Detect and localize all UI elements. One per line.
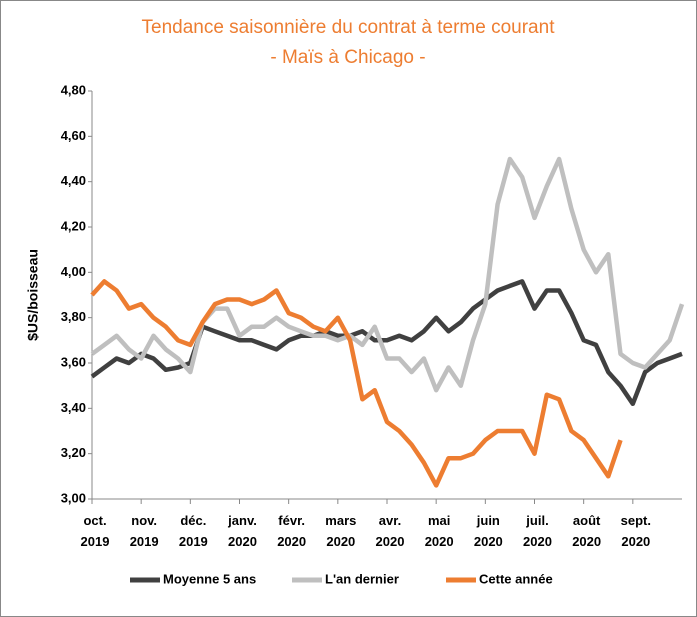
x-tick-label: nov. 2019 [129,513,159,549]
x-tick-label: avr. 2020 [375,513,405,549]
x-tick-label: févr. 2020 [277,513,307,549]
x-tick-label: juil. 2020 [523,513,552,549]
x-tick-label: mars 2020 [325,513,357,549]
y-tick-label: 3,00 [61,490,86,505]
y-axis-label: $US/boisseau [25,249,41,341]
y-tick-label: 3,80 [61,309,86,324]
chart-title: Tendance saisonnière du contrat à terme … [142,17,556,38]
x-tick-label: janv. 2020 [228,513,257,549]
x-tick-label: oct. 2019 [80,513,110,549]
legend-label: L'an dernier [325,571,399,586]
y-tick-label: 4,00 [61,264,86,279]
y-tick-label: 4,20 [61,218,86,233]
y-tick-label: 4,60 [61,128,86,143]
y-tick-label: 3,60 [61,354,86,369]
x-tick-label: août 2020 [572,513,602,549]
chart-subtitle: - Maïs à Chicago - [270,47,425,68]
series-line [90,156,685,393]
legend-label: Moyenne 5 ans [163,571,256,586]
x-tick-label: déc. 2019 [178,513,208,549]
y-tick-label: 3,20 [61,445,86,460]
legend-label: Cette année [479,571,553,586]
x-tick-label: mai 2020 [424,513,454,549]
x-tick-label: sept. 2020 [620,513,651,549]
y-tick-label: 4,80 [61,82,86,97]
x-tick-label: juin 2020 [473,513,503,549]
series-line [90,279,623,488]
y-tick-label: 4,40 [61,173,86,188]
y-tick-label: 3,40 [61,400,86,415]
